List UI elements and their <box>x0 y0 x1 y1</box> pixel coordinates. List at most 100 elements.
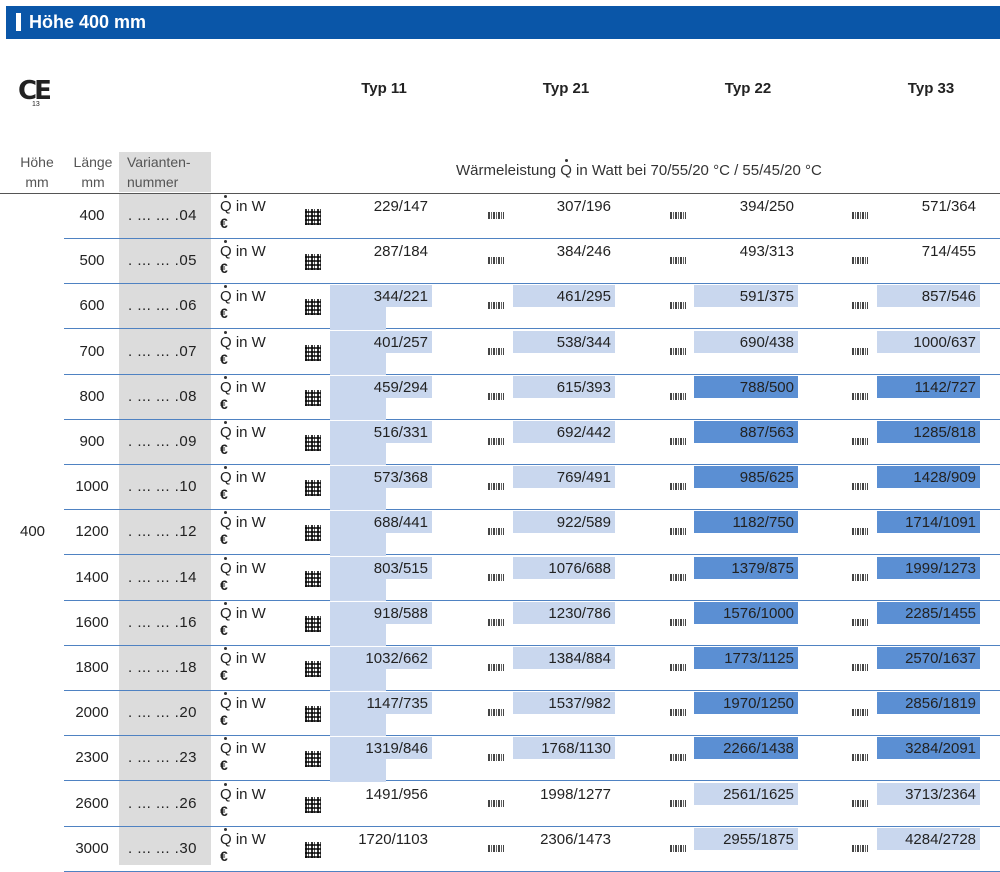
type-11-shade-strip <box>330 397 386 420</box>
product-code-icon <box>488 528 504 536</box>
value-cell-background <box>513 375 615 398</box>
heat-output-value: 571/364 <box>921 198 976 215</box>
variant-number-cell: . ... ... .12 <box>128 523 198 541</box>
length-cell: 500 <box>79 252 105 270</box>
length-column-header: Länge mm <box>67 152 119 192</box>
length-cell: 1800 <box>75 659 109 676</box>
heat-output-value: 2955/1875 <box>723 830 794 848</box>
product-code-icon <box>488 212 504 219</box>
type-11-shade-strip <box>330 352 386 375</box>
height-header-label: Höhe <box>20 154 54 170</box>
heat-output-value: 459/294 <box>373 378 428 396</box>
section-title: Höhe 400 mm <box>29 12 147 32</box>
value-cell-background <box>877 466 980 489</box>
q-symbol: Q <box>220 285 232 306</box>
value-cell-background <box>694 647 798 669</box>
variant-number-cell: . ... ... .07 <box>128 342 198 360</box>
variant-number-cell: . ... ... .30 <box>128 839 198 857</box>
type-11-shade-strip <box>330 443 386 466</box>
heat-output-value: 887/563 <box>739 424 794 441</box>
product-code-icon <box>852 709 868 717</box>
heat-output-value: 2856/1819 <box>905 695 976 713</box>
q-symbol: Q <box>220 782 232 803</box>
heat-output-value: 307/196 <box>556 198 611 215</box>
q-in-w-label: Q in W <box>220 466 266 487</box>
variant-header-label-2: nummer <box>127 174 179 190</box>
q-symbol: Q <box>220 195 232 215</box>
product-code-icon <box>305 570 321 587</box>
euro-label: € <box>220 712 228 729</box>
product-code-icon <box>852 754 868 762</box>
product-code-icon <box>305 661 321 677</box>
euro-label: € <box>220 531 228 548</box>
product-code-icon <box>670 302 686 310</box>
header-bar-icon <box>16 13 21 31</box>
heat-output-value: 384/246 <box>556 243 611 261</box>
euro-label: € <box>220 576 228 593</box>
type-11-shade-strip <box>330 623 386 646</box>
heat-output-value: 573/368 <box>373 469 428 487</box>
q-symbol: Q <box>220 375 232 396</box>
heat-output-value: 394/250 <box>739 198 794 215</box>
q-in-w-label: Q in W <box>220 782 266 804</box>
type-11-header: Typ 11 <box>361 80 407 97</box>
value-cell-background <box>513 692 615 715</box>
ce-mark-icon: CE <box>18 76 52 106</box>
heat-output-value: 1182/750 <box>732 514 794 532</box>
heat-output-value: 1142/727 <box>914 378 976 396</box>
value-cell-background <box>330 601 432 624</box>
table-row: 700 . ... ... .07 Q in W €401/257 538/344 690… <box>0 330 1000 375</box>
value-cell-background <box>694 330 798 353</box>
q-unit: in W <box>231 243 266 261</box>
heat-output-value: 1537/982 <box>548 695 611 713</box>
q-in-w-label: Q in W <box>220 511 266 532</box>
q-in-w-label: Q in W <box>220 827 266 849</box>
euro-label: € <box>220 305 228 322</box>
q-unit: in W <box>231 740 266 758</box>
section-header: Höhe 400 mm <box>6 6 1000 39</box>
value-cell-background <box>330 647 432 669</box>
q-unit: in W <box>231 785 266 803</box>
product-code-icon <box>670 844 686 852</box>
table-top-rule <box>0 193 1000 194</box>
product-code-icon <box>670 618 686 626</box>
table-row: 2000 . ... ... .20 Q in W €1147/735 1537/982… <box>0 691 1000 737</box>
variant-number-cell: . ... ... .18 <box>128 659 198 676</box>
length-cell: 900 <box>79 433 105 450</box>
product-code-icon <box>305 209 321 225</box>
heat-output-value: 1230/786 <box>548 604 611 622</box>
value-cell-background <box>513 330 615 353</box>
value-cell-background <box>877 647 980 669</box>
q-unit: in W <box>231 378 266 396</box>
product-code-icon <box>488 347 504 355</box>
product-code-icon <box>852 844 868 852</box>
product-code-icon <box>305 389 321 406</box>
heat-output-value: 1576/1000 <box>723 604 794 622</box>
value-cell-background <box>513 421 615 443</box>
table-row: 600 . ... ... .06 Q in W €344/221 461/295 591… <box>0 284 1000 330</box>
q-in-w-label: Q in W <box>220 240 266 261</box>
euro-label: € <box>220 667 228 683</box>
product-code-icon <box>305 480 321 497</box>
heat-output-value: 690/438 <box>739 333 794 351</box>
product-code-icon <box>670 438 686 445</box>
length-cell: 400 <box>79 207 105 224</box>
type-21-header: Typ 21 <box>542 80 590 97</box>
table-row: 1600 . ... ... .16 Q in W €918/588 1230/786 1… <box>0 601 1000 646</box>
product-code-icon <box>305 706 321 723</box>
table-row: 900 . ... ... .09 Q in W €516/331 692/442 887… <box>0 420 1000 465</box>
table-row: 2300 . ... ... .23 Q in W €1319/846 1768/113… <box>0 736 1000 782</box>
heat-output-value: 401/257 <box>373 333 428 351</box>
variant-number-cell: . ... ... .10 <box>128 478 198 496</box>
value-cell-background <box>330 466 432 489</box>
value-cell-background <box>877 285 980 308</box>
product-code-icon <box>488 257 504 265</box>
value-cell-background <box>513 647 615 669</box>
product-code-icon <box>852 392 868 400</box>
product-code-icon <box>852 664 868 671</box>
product-code-icon <box>670 483 686 491</box>
heat-output-value: 714/455 <box>921 243 976 261</box>
value-cell-background <box>694 511 798 534</box>
heat-output-value: 1970/1250 <box>723 695 794 713</box>
q-symbol: Q <box>220 421 232 441</box>
